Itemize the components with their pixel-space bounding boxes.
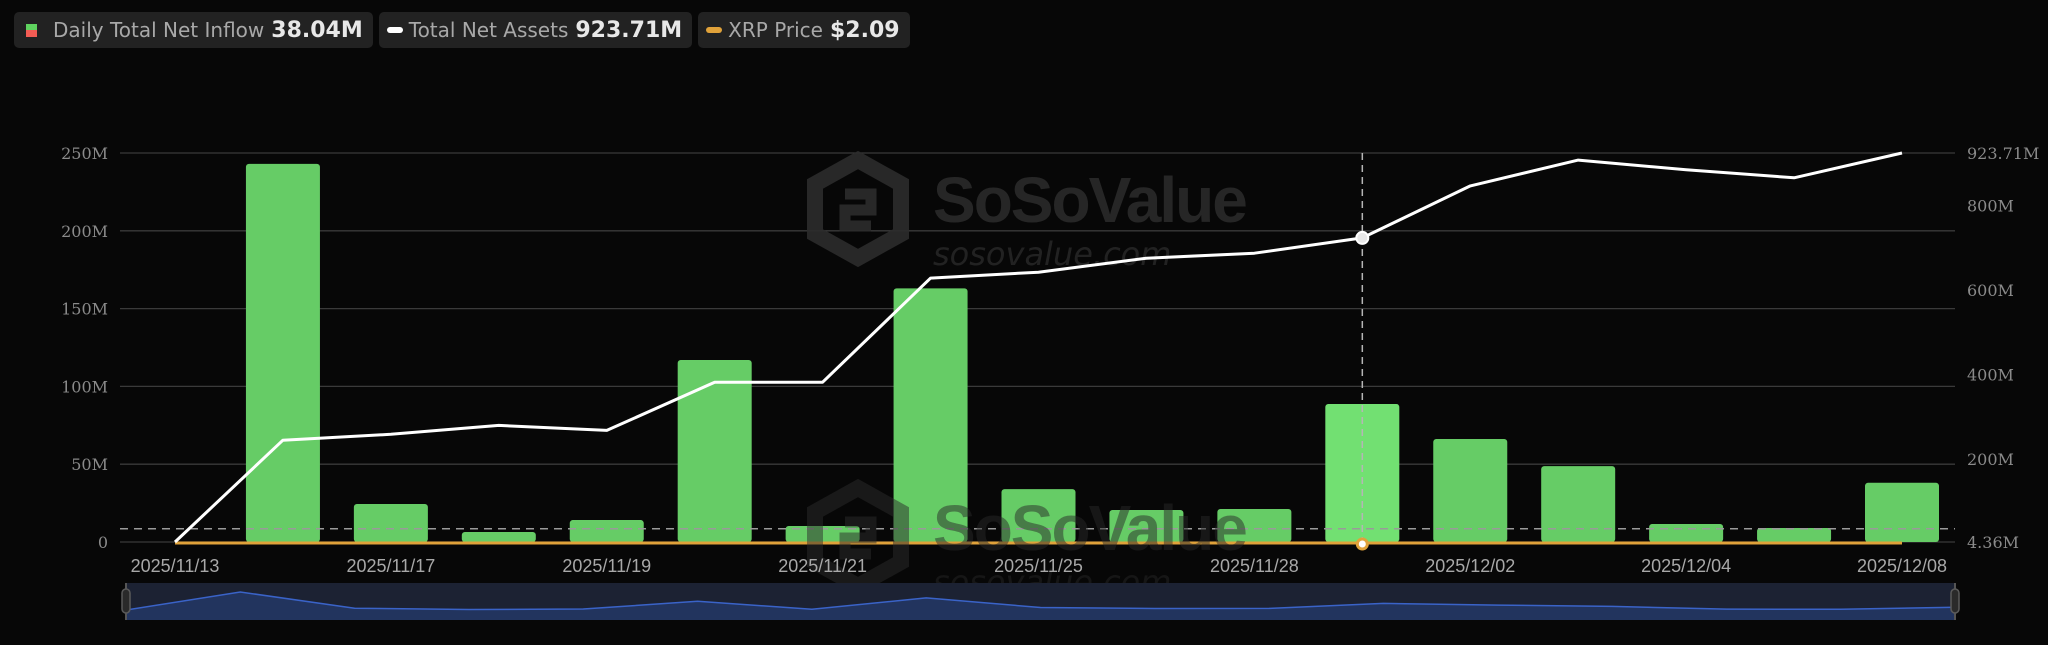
bar[interactable] <box>1757 527 1832 542</box>
y-right-tick-label: 923.71M <box>1967 144 2039 163</box>
bar[interactable] <box>1433 438 1508 542</box>
bar[interactable] <box>1649 523 1724 542</box>
x-tick-label: 2025/11/21 <box>778 556 867 576</box>
bar[interactable] <box>1217 509 1292 542</box>
price-line <box>120 528 1955 545</box>
legend-daily-net-inflow[interactable]: Daily Total Net Inflow 38.04M <box>14 12 373 48</box>
x-tick-label: 2025/11/25 <box>994 556 1083 576</box>
legend-value: 923.71M <box>575 17 683 43</box>
line-swatch-icon <box>386 27 403 33</box>
range-slider[interactable] <box>121 583 1960 620</box>
y-tick-label: 250M <box>61 144 108 163</box>
y-right-tick-label: 600M <box>1967 281 2014 300</box>
left-y-axis: 0 50M 100M 150M 200M 250M <box>61 144 108 552</box>
svg-text:SoSoValue: SoSoValue <box>933 492 1246 564</box>
x-tick-label: 2025/12/08 <box>1857 556 1947 576</box>
slider-handle-right[interactable] <box>1950 583 1960 620</box>
svg-text:sosovalue.com: sosovalue.com <box>933 235 1171 273</box>
bar[interactable] <box>1325 403 1400 542</box>
hover-crosshair <box>1355 153 1370 551</box>
legend-total-net-assets[interactable]: Total Net Assets 923.71M <box>378 12 693 48</box>
y-tick-label: 200M <box>61 222 108 241</box>
bar[interactable] <box>1541 466 1616 542</box>
bar[interactable] <box>245 163 320 542</box>
y-tick-label: 0 <box>98 533 108 552</box>
y-right-tick-label: 4.36M <box>1967 533 2019 552</box>
slider-handle-left[interactable] <box>121 583 131 620</box>
bar-swatch-icon <box>26 23 37 37</box>
y-tick-label: 100M <box>61 377 108 396</box>
legend-label: XRP Price <box>728 18 823 42</box>
assets-line <box>173 151 1903 544</box>
bar[interactable] <box>893 288 968 542</box>
bar[interactable] <box>785 525 860 542</box>
legend-label: Total Net Assets <box>408 18 569 42</box>
bar[interactable] <box>353 504 428 542</box>
y-tick-label: 150M <box>61 300 108 319</box>
bar[interactable] <box>1865 482 1939 542</box>
y-right-tick-label: 800M <box>1967 196 2014 215</box>
legend-value: $2.09 <box>829 17 900 43</box>
x-axis: 2025/11/13 2025/11/17 2025/11/19 2025/11/21… <box>131 556 1947 576</box>
y-right-tick-label: 200M <box>1967 450 2014 469</box>
bar[interactable] <box>1109 509 1184 542</box>
svg-text:SoSoValue: SoSoValue <box>933 164 1246 236</box>
inflow-bars[interactable] <box>245 163 1939 542</box>
x-tick-label: 2025/11/17 <box>346 556 435 576</box>
line-swatch-icon <box>706 27 723 33</box>
x-tick-label: 2025/11/13 <box>131 556 220 576</box>
x-tick-label: 2025/11/28 <box>1210 556 1299 576</box>
chart-legend: Daily Total Net Inflow 38.04M Total Net … <box>14 12 910 48</box>
bar[interactable] <box>677 359 752 542</box>
y-right-tick-label: 400M <box>1967 366 2014 385</box>
bar[interactable] <box>461 532 536 542</box>
x-tick-label: 2025/11/19 <box>562 556 651 576</box>
x-tick-label: 2025/12/02 <box>1425 556 1515 576</box>
x-tick-label: 2025/12/04 <box>1641 556 1731 576</box>
y-tick-label: 50M <box>71 455 108 474</box>
bar[interactable] <box>569 520 644 542</box>
hover-point <box>1355 537 1369 551</box>
hover-point <box>1355 230 1370 245</box>
legend-label: Daily Total Net Inflow <box>53 18 265 42</box>
legend-xrp-price[interactable]: XRP Price $2.09 <box>698 12 910 48</box>
legend-value: 38.04M <box>271 17 363 43</box>
right-y-axis: 4.36M 200M 400M 600M 800M 923.71M <box>1967 144 2039 552</box>
